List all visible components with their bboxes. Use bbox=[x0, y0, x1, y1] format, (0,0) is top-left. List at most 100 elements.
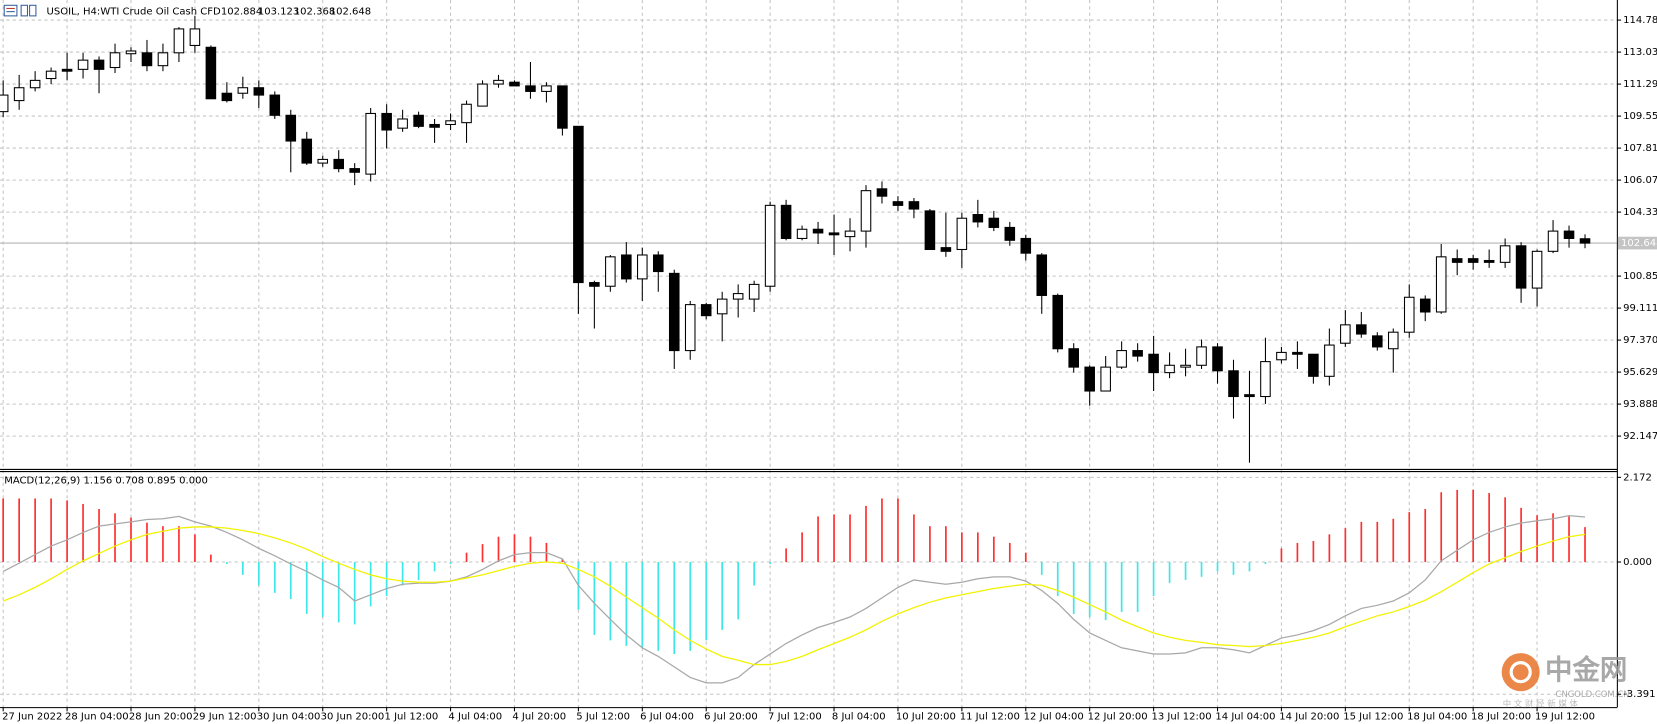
y-tick-label: -3.391 bbox=[1623, 689, 1655, 700]
y-tick-label: 111.298 bbox=[1623, 79, 1657, 90]
candle-body bbox=[413, 114, 424, 127]
candle-body bbox=[812, 228, 824, 234]
symbol-description: WTI Crude Oil Cash CFD bbox=[100, 7, 221, 18]
candle-body bbox=[157, 52, 169, 67]
candle-body bbox=[940, 247, 952, 252]
ohlc-open: 102.884 bbox=[221, 7, 262, 18]
grid-layer bbox=[0, 0, 1617, 708]
candle-body bbox=[1196, 346, 1207, 366]
candle-body bbox=[1435, 256, 1447, 313]
candle-body bbox=[109, 52, 121, 69]
candle-body bbox=[1132, 350, 1143, 357]
x-tick-label: 11 Jul 12:00 bbox=[960, 712, 1020, 723]
x-tick-label: 1 Jul 12:00 bbox=[385, 712, 439, 723]
candle-body bbox=[1340, 324, 1351, 344]
candle-body bbox=[141, 52, 153, 67]
candle-body bbox=[285, 114, 297, 142]
watermark: 中金网 CNGOLD.COM.CN 中 文 财 经 新 媒 体 bbox=[1501, 653, 1630, 708]
candle-body bbox=[892, 201, 904, 206]
icon bbox=[20, 4, 29, 17]
candle-body bbox=[333, 158, 344, 170]
y-tick-label: 92.147 bbox=[1623, 431, 1657, 442]
candle-body bbox=[956, 217, 968, 251]
x-tick-label: 29 Jun 12:00 bbox=[193, 712, 257, 723]
candle-body bbox=[924, 210, 936, 251]
watermark-logo bbox=[1509, 661, 1532, 684]
candle-body bbox=[269, 94, 281, 116]
candle-body bbox=[1467, 258, 1479, 263]
candle-body bbox=[509, 81, 520, 87]
candle-body bbox=[1451, 258, 1463, 263]
x-tick-label: 28 Jun 04:00 bbox=[65, 712, 129, 723]
x-tick-label: 10 Jul 20:00 bbox=[896, 712, 956, 723]
y-tick-label: 107.816 bbox=[1623, 143, 1657, 154]
x-tick-label: 27 Jun 2022 bbox=[2, 712, 62, 723]
candle-body bbox=[349, 168, 360, 173]
watermark-logo bbox=[1501, 653, 1540, 692]
candle-body bbox=[876, 188, 888, 197]
candle-body bbox=[748, 283, 760, 300]
y-tick-label: 0.000 bbox=[1623, 557, 1652, 568]
header: USOIL, H4: WTI Crude Oil Cash CFD 102.88… bbox=[3, 4, 371, 487]
candle-body bbox=[589, 282, 600, 287]
x-tick-label: 30 Jun 04:00 bbox=[257, 712, 321, 723]
candle-body bbox=[764, 204, 776, 287]
candle-body bbox=[1403, 296, 1415, 333]
watermark-tagline: 中 文 财 经 新 媒 体 bbox=[1503, 698, 1579, 708]
candle-body bbox=[1100, 366, 1111, 392]
y-tick-label: 106.075 bbox=[1623, 175, 1657, 186]
candle-body bbox=[477, 83, 488, 107]
candle-body bbox=[844, 230, 856, 238]
candle-body bbox=[1212, 346, 1223, 372]
x-tick-label: 4 Jul 04:00 bbox=[448, 712, 502, 723]
candle-body bbox=[1563, 230, 1575, 239]
symbol-title: USOIL, H4: bbox=[46, 7, 100, 18]
candle-body bbox=[573, 125, 584, 284]
candle-body bbox=[1116, 350, 1127, 368]
y-tick-label: 93.888 bbox=[1623, 399, 1657, 410]
candle-body bbox=[796, 228, 808, 239]
candle-body bbox=[557, 85, 568, 129]
y-tick-label: 97.370 bbox=[1623, 335, 1657, 346]
candle-body bbox=[1579, 238, 1591, 244]
y-tick-label: 100.852 bbox=[1623, 271, 1657, 282]
candle-body bbox=[684, 304, 696, 352]
watermark-site: CNGOLD.COM.CN bbox=[1556, 689, 1630, 699]
candle-body bbox=[732, 293, 744, 300]
last-price-label: 102.648 bbox=[1621, 238, 1657, 249]
candle-body bbox=[828, 232, 840, 236]
candle-body bbox=[1036, 254, 1048, 296]
x-tick-label: 18 Jul 20:00 bbox=[1471, 712, 1531, 723]
candle-body bbox=[972, 214, 984, 223]
candle-body bbox=[317, 158, 329, 164]
indicator-line bbox=[2, 514, 1586, 684]
y-tick-label: 104.334 bbox=[1623, 207, 1657, 218]
candle-body bbox=[860, 190, 872, 232]
x-tick-label: 12 Jul 20:00 bbox=[1088, 712, 1148, 723]
candle-body bbox=[1180, 364, 1191, 368]
candle-body bbox=[1387, 331, 1399, 350]
candle-body bbox=[1260, 361, 1271, 398]
x-tick-label: 14 Jul 04:00 bbox=[1215, 712, 1275, 723]
candle-body bbox=[1324, 344, 1335, 377]
ohlc-close: 102.648 bbox=[330, 7, 371, 18]
candle-body bbox=[253, 87, 265, 96]
candle-body bbox=[1356, 324, 1367, 335]
candle-body bbox=[1228, 370, 1239, 398]
x-tick-label: 15 Jul 12:00 bbox=[1343, 712, 1403, 723]
candle-body bbox=[445, 120, 456, 126]
candle-body bbox=[908, 201, 920, 210]
candle-body bbox=[237, 87, 249, 94]
x-tick-label: 30 Jun 20:00 bbox=[321, 712, 385, 723]
candle-body bbox=[429, 123, 440, 128]
ohlc-high: 103.123 bbox=[258, 7, 299, 18]
candle-body bbox=[205, 46, 217, 100]
x-tick-label: 19 Jul 12:00 bbox=[1535, 712, 1595, 723]
x-tick-label: 12 Jul 04:00 bbox=[1024, 712, 1084, 723]
y-tick-label: 2.172 bbox=[1623, 472, 1652, 483]
candle-body bbox=[1068, 348, 1079, 368]
last-price-box bbox=[1617, 236, 1657, 250]
